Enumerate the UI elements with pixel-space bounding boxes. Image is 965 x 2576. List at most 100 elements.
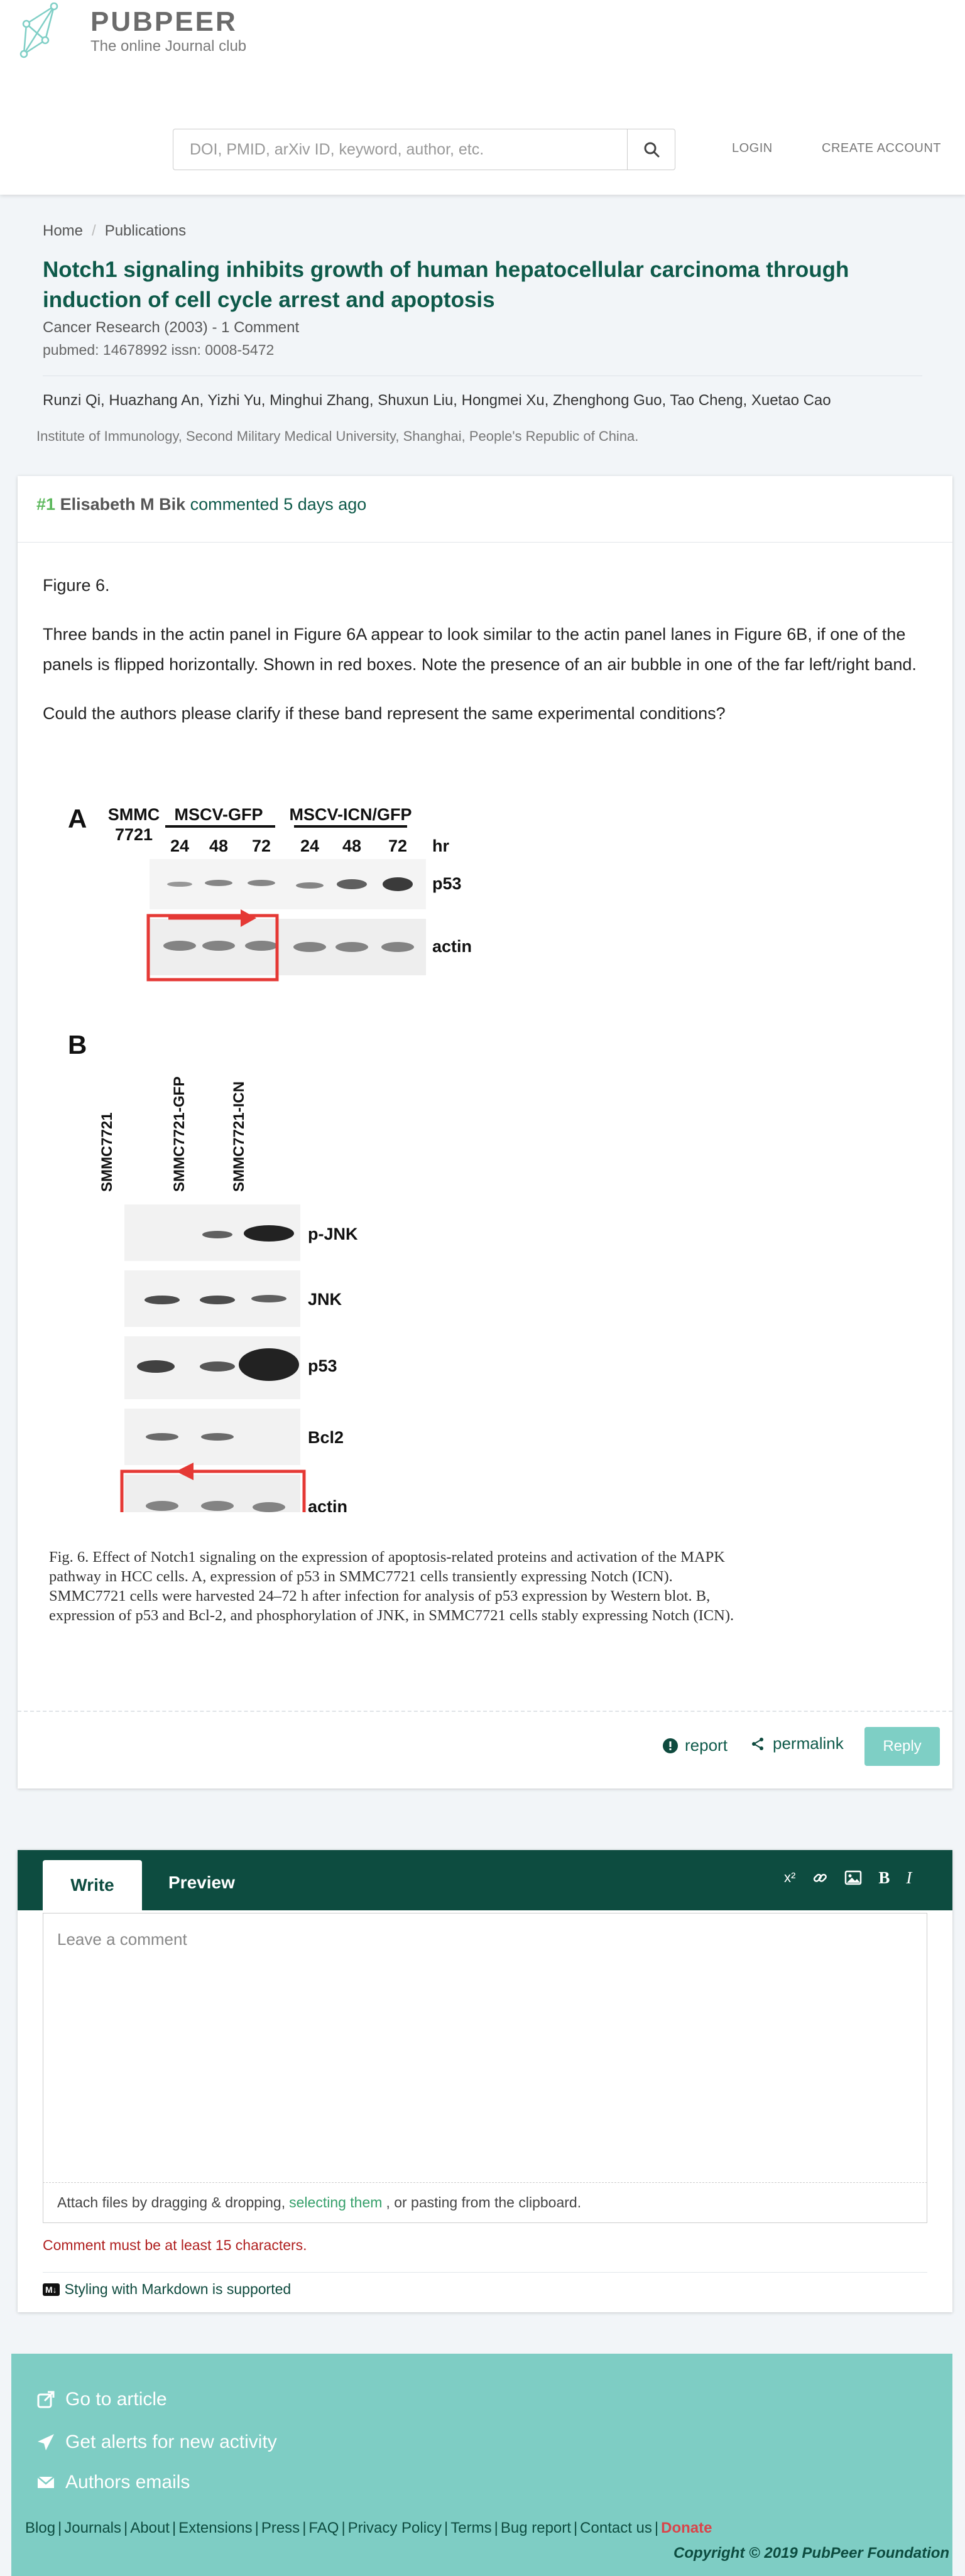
comment-card: #1 Elisabeth M Bik commented 5 days ago …	[18, 476, 952, 1789]
markdown-note: Styling with Markdown is supported	[64, 2281, 292, 2297]
timepoint-label: 48	[342, 836, 361, 855]
comment-paragraph: Three bands in the actin panel in Figure…	[43, 625, 917, 674]
link-button[interactable]	[812, 1866, 828, 1889]
report-label: report	[685, 1736, 728, 1755]
comment-header-text: #1 Elisabeth M Bik commented 5 days ago	[36, 495, 366, 514]
blot-row-label: Bcl2	[308, 1428, 344, 1447]
footer-separator: |	[172, 2519, 177, 2536]
timepoint-label: 24	[300, 836, 319, 855]
breadcrumb-home[interactable]: Home	[43, 222, 84, 239]
brand-name[interactable]: PUBPEER	[90, 6, 237, 37]
attach-text: , or pasting from the clipboard.	[386, 2194, 582, 2211]
timepoint-label: 72	[252, 836, 271, 855]
footer-link-bug-report[interactable]: Bug report	[500, 2519, 571, 2536]
blot-row-label: p53	[432, 874, 462, 893]
comment-paragraph: Could the authors please clarify if thes…	[43, 704, 726, 723]
reply-button[interactable]: Reply	[864, 1727, 940, 1766]
authors-emails-link[interactable]: Authors emails	[36, 2472, 190, 2493]
divider	[43, 2272, 927, 2273]
get-alerts-label: Get alerts for new activity	[65, 2432, 277, 2452]
envelope-icon	[37, 2476, 55, 2488]
footer-separator: |	[573, 2519, 578, 2536]
breadcrumb-separator: /	[92, 222, 96, 239]
comment-header: #1 Elisabeth M Bik commented 5 days ago	[18, 476, 952, 543]
blot-row-label: actin	[308, 1497, 347, 1512]
publication-authors: Runzi Qi, Huazhang An, Yizhi Yu, Minghui…	[43, 392, 831, 409]
permalink-label: permalink	[773, 1734, 844, 1753]
report-button[interactable]: report	[662, 1736, 728, 1755]
timepoint-label: 72	[388, 836, 407, 855]
top-header: PUBPEER The online Journal club LOGIN CR…	[0, 0, 965, 195]
pubpeer-logo-icon[interactable]	[18, 3, 63, 59]
panel-a-cell-line: 7721	[115, 825, 153, 844]
breadcrumb-publications[interactable]: Publications	[104, 222, 187, 239]
footer-separator: |	[341, 2519, 346, 2536]
publication-title[interactable]: Notch1 signaling inhibits growth of huma…	[43, 257, 849, 312]
comment-textarea[interactable]	[43, 1913, 927, 2183]
go-to-article-link[interactable]: Go to article	[36, 2389, 167, 2410]
image-icon	[845, 1870, 862, 1885]
lane-label: SMMC7721-GFP	[171, 1076, 188, 1192]
markdown-icon: M↓	[43, 2283, 60, 2296]
blot-row-label: p53	[308, 1356, 337, 1375]
formatting-tools: x² B I	[784, 1866, 912, 1889]
footer-separator: |	[58, 2519, 62, 2536]
search-bar	[173, 129, 675, 170]
tab-preview[interactable]: Preview	[168, 1873, 235, 1892]
panel-b-label: B	[68, 1030, 87, 1059]
login-link[interactable]: LOGIN	[732, 141, 773, 155]
footer-link-privacy-policy[interactable]: Privacy Policy	[347, 2519, 442, 2536]
comment-author: Elisabeth M Bik	[60, 495, 186, 514]
comment-editor: Write Preview x² B I Attach files by	[18, 1850, 952, 2312]
superscript-button[interactable]: x²	[784, 1870, 796, 1885]
lane-label: SMMC7721	[99, 1112, 116, 1192]
image-button[interactable]	[844, 1866, 862, 1889]
lane-label: SMMC7721-ICN	[231, 1081, 248, 1192]
blot-row-label: p-JNK	[308, 1225, 358, 1243]
footer-link-blog[interactable]: Blog	[25, 2519, 56, 2536]
footer-link-press[interactable]: Press	[261, 2519, 300, 2536]
panel-a-cell-line: SMMC	[108, 805, 160, 824]
panel-a-group-label: MSCV-ICN/GFP	[289, 805, 412, 824]
create-account-link[interactable]: CREATE ACCOUNT	[822, 141, 941, 155]
footer-link-extensions[interactable]: Extensions	[178, 2519, 253, 2536]
bold-button[interactable]: B	[878, 1868, 890, 1887]
italic-button[interactable]: I	[906, 1868, 912, 1887]
authors-emails-label: Authors emails	[65, 2472, 190, 2492]
comment-number[interactable]: #1	[36, 495, 56, 514]
search-button[interactable]	[627, 129, 675, 170]
get-alerts-link[interactable]: Get alerts for new activity	[36, 2432, 277, 2453]
footer-link-about[interactable]: About	[130, 2519, 170, 2536]
permalink-button[interactable]: permalink	[750, 1734, 844, 1753]
external-link-icon	[37, 2391, 55, 2408]
timepoint-unit: hr	[432, 836, 449, 855]
panel-a-label: A	[68, 804, 87, 833]
select-files-link[interactable]: selecting them	[289, 2194, 383, 2211]
markdown-help[interactable]: M↓ Styling with Markdown is supported	[43, 2281, 291, 2298]
footer-link-terms[interactable]: Terms	[450, 2519, 492, 2536]
blot-row-label: actin	[432, 937, 472, 956]
search-input[interactable]	[173, 129, 627, 170]
tab-write[interactable]: Write	[43, 1860, 142, 1910]
editor-toolbar: Write Preview x² B I	[18, 1850, 952, 1910]
comment-body: Figure 6. Three bands in the actin panel…	[43, 570, 922, 747]
publication-journal: Cancer Research (2003) - 1 Comment	[43, 319, 300, 336]
footer-link-faq[interactable]: FAQ	[308, 2519, 339, 2536]
divider	[18, 1711, 952, 1712]
link-icon	[814, 1873, 827, 1882]
panel-a-group-label: MSCV-GFP	[174, 805, 263, 824]
footer-separator: |	[494, 2519, 498, 2536]
footer-separator: |	[654, 2519, 659, 2536]
breadcrumb: Home / Publications	[43, 222, 186, 240]
footer-separator: |	[124, 2519, 128, 2536]
footer-link-journals[interactable]: Journals	[64, 2519, 121, 2536]
footer-link-contact-us[interactable]: Contact us	[580, 2519, 652, 2536]
brand-tagline: The online Journal club	[90, 38, 247, 55]
blot-row-label: JNK	[308, 1290, 342, 1309]
publication-ids: pubmed: 14678992 issn: 0008-5472	[43, 342, 275, 358]
footer-link-donate[interactable]: Donate	[661, 2519, 712, 2536]
attach-files-hint: Attach files by dragging & dropping, sel…	[43, 2183, 927, 2223]
footer-separator: |	[444, 2519, 449, 2536]
footer-links: Blog | Journals | About | Extensions | Press | FAQ…	[25, 2519, 712, 2537]
paper-plane-icon	[38, 2434, 54, 2450]
